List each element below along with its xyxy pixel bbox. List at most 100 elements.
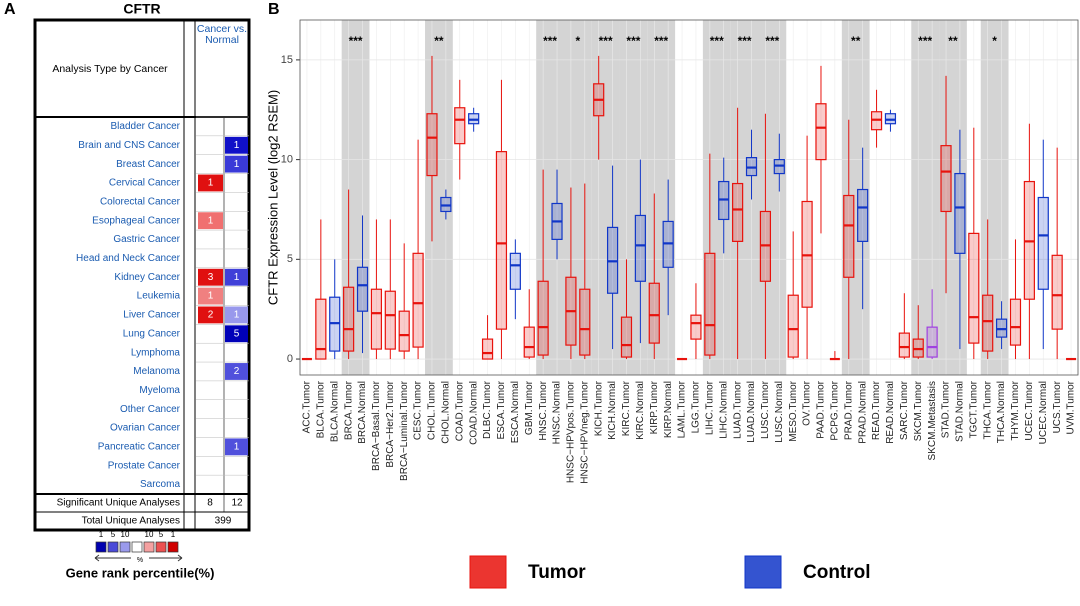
cell-value: 1 xyxy=(234,442,240,453)
significance: *** xyxy=(654,34,668,48)
cancer-label: Cervical Cancer xyxy=(109,178,181,189)
box xyxy=(579,288,591,356)
significance: *** xyxy=(738,34,752,48)
heat-cell xyxy=(198,306,223,324)
heat-cell xyxy=(225,438,248,456)
x-tick-label: THCA.Tumor xyxy=(982,380,993,439)
box xyxy=(315,298,327,360)
box xyxy=(648,282,660,344)
x-tick-label: MESO.Tumor xyxy=(788,380,799,441)
scale-arrows xyxy=(94,554,183,562)
cell-value: 2 xyxy=(208,310,214,321)
x-tick-label: CHOL.Normal xyxy=(441,381,452,444)
pair-shade xyxy=(980,20,1009,375)
x-tick-label: READ.Normal xyxy=(885,381,896,444)
x-tick-label: KIRP.Normal xyxy=(663,381,674,438)
scale-title: Gene rank percentile(%) xyxy=(66,565,215,580)
footer-label: Total Unique Analyses xyxy=(82,516,180,527)
x-tick-label: SKCM.Tumor xyxy=(913,380,924,441)
cell-value: 1 xyxy=(208,178,214,189)
heat-cell xyxy=(225,136,248,154)
significance: * xyxy=(576,34,581,48)
cancer-label: Esophageal Cancer xyxy=(92,215,181,226)
x-tick-label: HNSC−HPVpos.Tumor xyxy=(566,380,577,483)
x-tick-label: LIHC.Normal xyxy=(718,381,729,439)
y-axis-label: CFTR Expression Level (log2 RSEM) xyxy=(265,90,280,305)
x-tick-label: HNSC.Tumor xyxy=(538,380,549,440)
x-tick-label: LUSC.Normal xyxy=(774,381,785,443)
pair-shade xyxy=(939,20,967,375)
significance: ** xyxy=(434,34,444,48)
x-tick-label: UCEC.Tumor xyxy=(1024,380,1035,440)
cell-value: 1 xyxy=(234,140,240,151)
cell-value: 2 xyxy=(234,366,240,377)
pair-shade xyxy=(702,20,731,375)
x-tick-label: BLCA.Tumor xyxy=(315,380,326,438)
footer-value: 8 xyxy=(207,498,213,509)
cell-value: 1 xyxy=(234,310,240,321)
scale-swatch xyxy=(119,541,131,553)
cancer-label: Lymphoma xyxy=(131,347,181,358)
scale-swatch xyxy=(131,541,143,553)
x-tick-label: HNSC−HPVneg.Tumor xyxy=(579,380,590,483)
box xyxy=(537,280,549,356)
cancer-label: Lung Cancer xyxy=(123,328,181,339)
cancer-label: Bladder Cancer xyxy=(111,121,181,132)
box xyxy=(843,194,855,278)
plot-frame xyxy=(299,19,1079,376)
x-tick-label: SARC.Tumor xyxy=(899,380,910,440)
x-tick-label: THCA.Normal xyxy=(996,381,1007,443)
x-tick-label: ESCA.Tumor xyxy=(496,380,507,439)
x-tick-label: BRCA−Luminal.Tumor xyxy=(399,380,410,481)
plot: 0 5 10 15 CFTR Expression Level (log2 RSEM) A… xyxy=(265,19,1079,589)
x-tick-label: KIRC.Normal xyxy=(635,381,646,440)
significance: *** xyxy=(599,34,613,48)
box xyxy=(356,266,369,312)
pair-shade xyxy=(341,20,370,375)
cell-value: 1 xyxy=(234,159,240,170)
x-tick-label: TGCT.Tumor xyxy=(968,380,979,438)
x-tick-label: KIRC.Tumor xyxy=(621,380,632,436)
scale-label: 1 xyxy=(99,530,104,539)
box xyxy=(523,326,535,358)
scale-unit: % xyxy=(137,557,143,564)
scale-swatch xyxy=(95,541,107,553)
box xyxy=(926,326,938,358)
row-header: Analysis Type by Cancer xyxy=(52,63,168,75)
cell-value: 1 xyxy=(208,215,214,226)
pair-shade xyxy=(563,20,592,375)
x-tick-label: PRAD.Tumor xyxy=(843,380,854,440)
box xyxy=(454,107,466,145)
footer-value: 399 xyxy=(215,516,232,527)
y-tick-label: 10 xyxy=(281,154,293,166)
x-tick-label: BRCA.Normal xyxy=(357,381,368,444)
box xyxy=(898,332,910,358)
footer-label: Significant Unique Analyses xyxy=(57,498,180,509)
x-tick-label: LAML.Tumor xyxy=(677,380,688,438)
cancer-label: Ovarian Cancer xyxy=(110,423,181,434)
x-tick-label: BLCA.Normal xyxy=(329,381,340,442)
legend-label: Control xyxy=(803,562,871,583)
y-tick-label: 5 xyxy=(287,253,293,265)
cancer-label: Leukemia xyxy=(137,291,181,302)
scale-swatch xyxy=(167,541,179,553)
box xyxy=(384,290,396,350)
x-tick-label: LUAD.Tumor xyxy=(732,380,743,439)
box xyxy=(787,294,799,358)
heat-cell xyxy=(198,287,223,305)
box xyxy=(398,310,410,352)
significance: *** xyxy=(626,34,640,48)
x-tick-label: CHOL.Tumor xyxy=(427,380,438,440)
box xyxy=(1037,196,1049,290)
cancer-label: Liver Cancer xyxy=(123,310,180,321)
x-tick-label: PAAD.Tumor xyxy=(816,380,827,438)
x-tick-label: BRCA.Tumor xyxy=(343,380,354,440)
cancer-label: Head and Neck Cancer xyxy=(76,253,181,264)
x-tick-label: UCS.Tumor xyxy=(1052,380,1063,433)
scale-swatch xyxy=(107,541,119,553)
legend-swatch xyxy=(469,555,507,589)
cancer-label: Prostate Cancer xyxy=(108,460,181,471)
panel-letter: B xyxy=(268,1,280,18)
heat-cell xyxy=(225,363,248,380)
box xyxy=(704,252,716,356)
